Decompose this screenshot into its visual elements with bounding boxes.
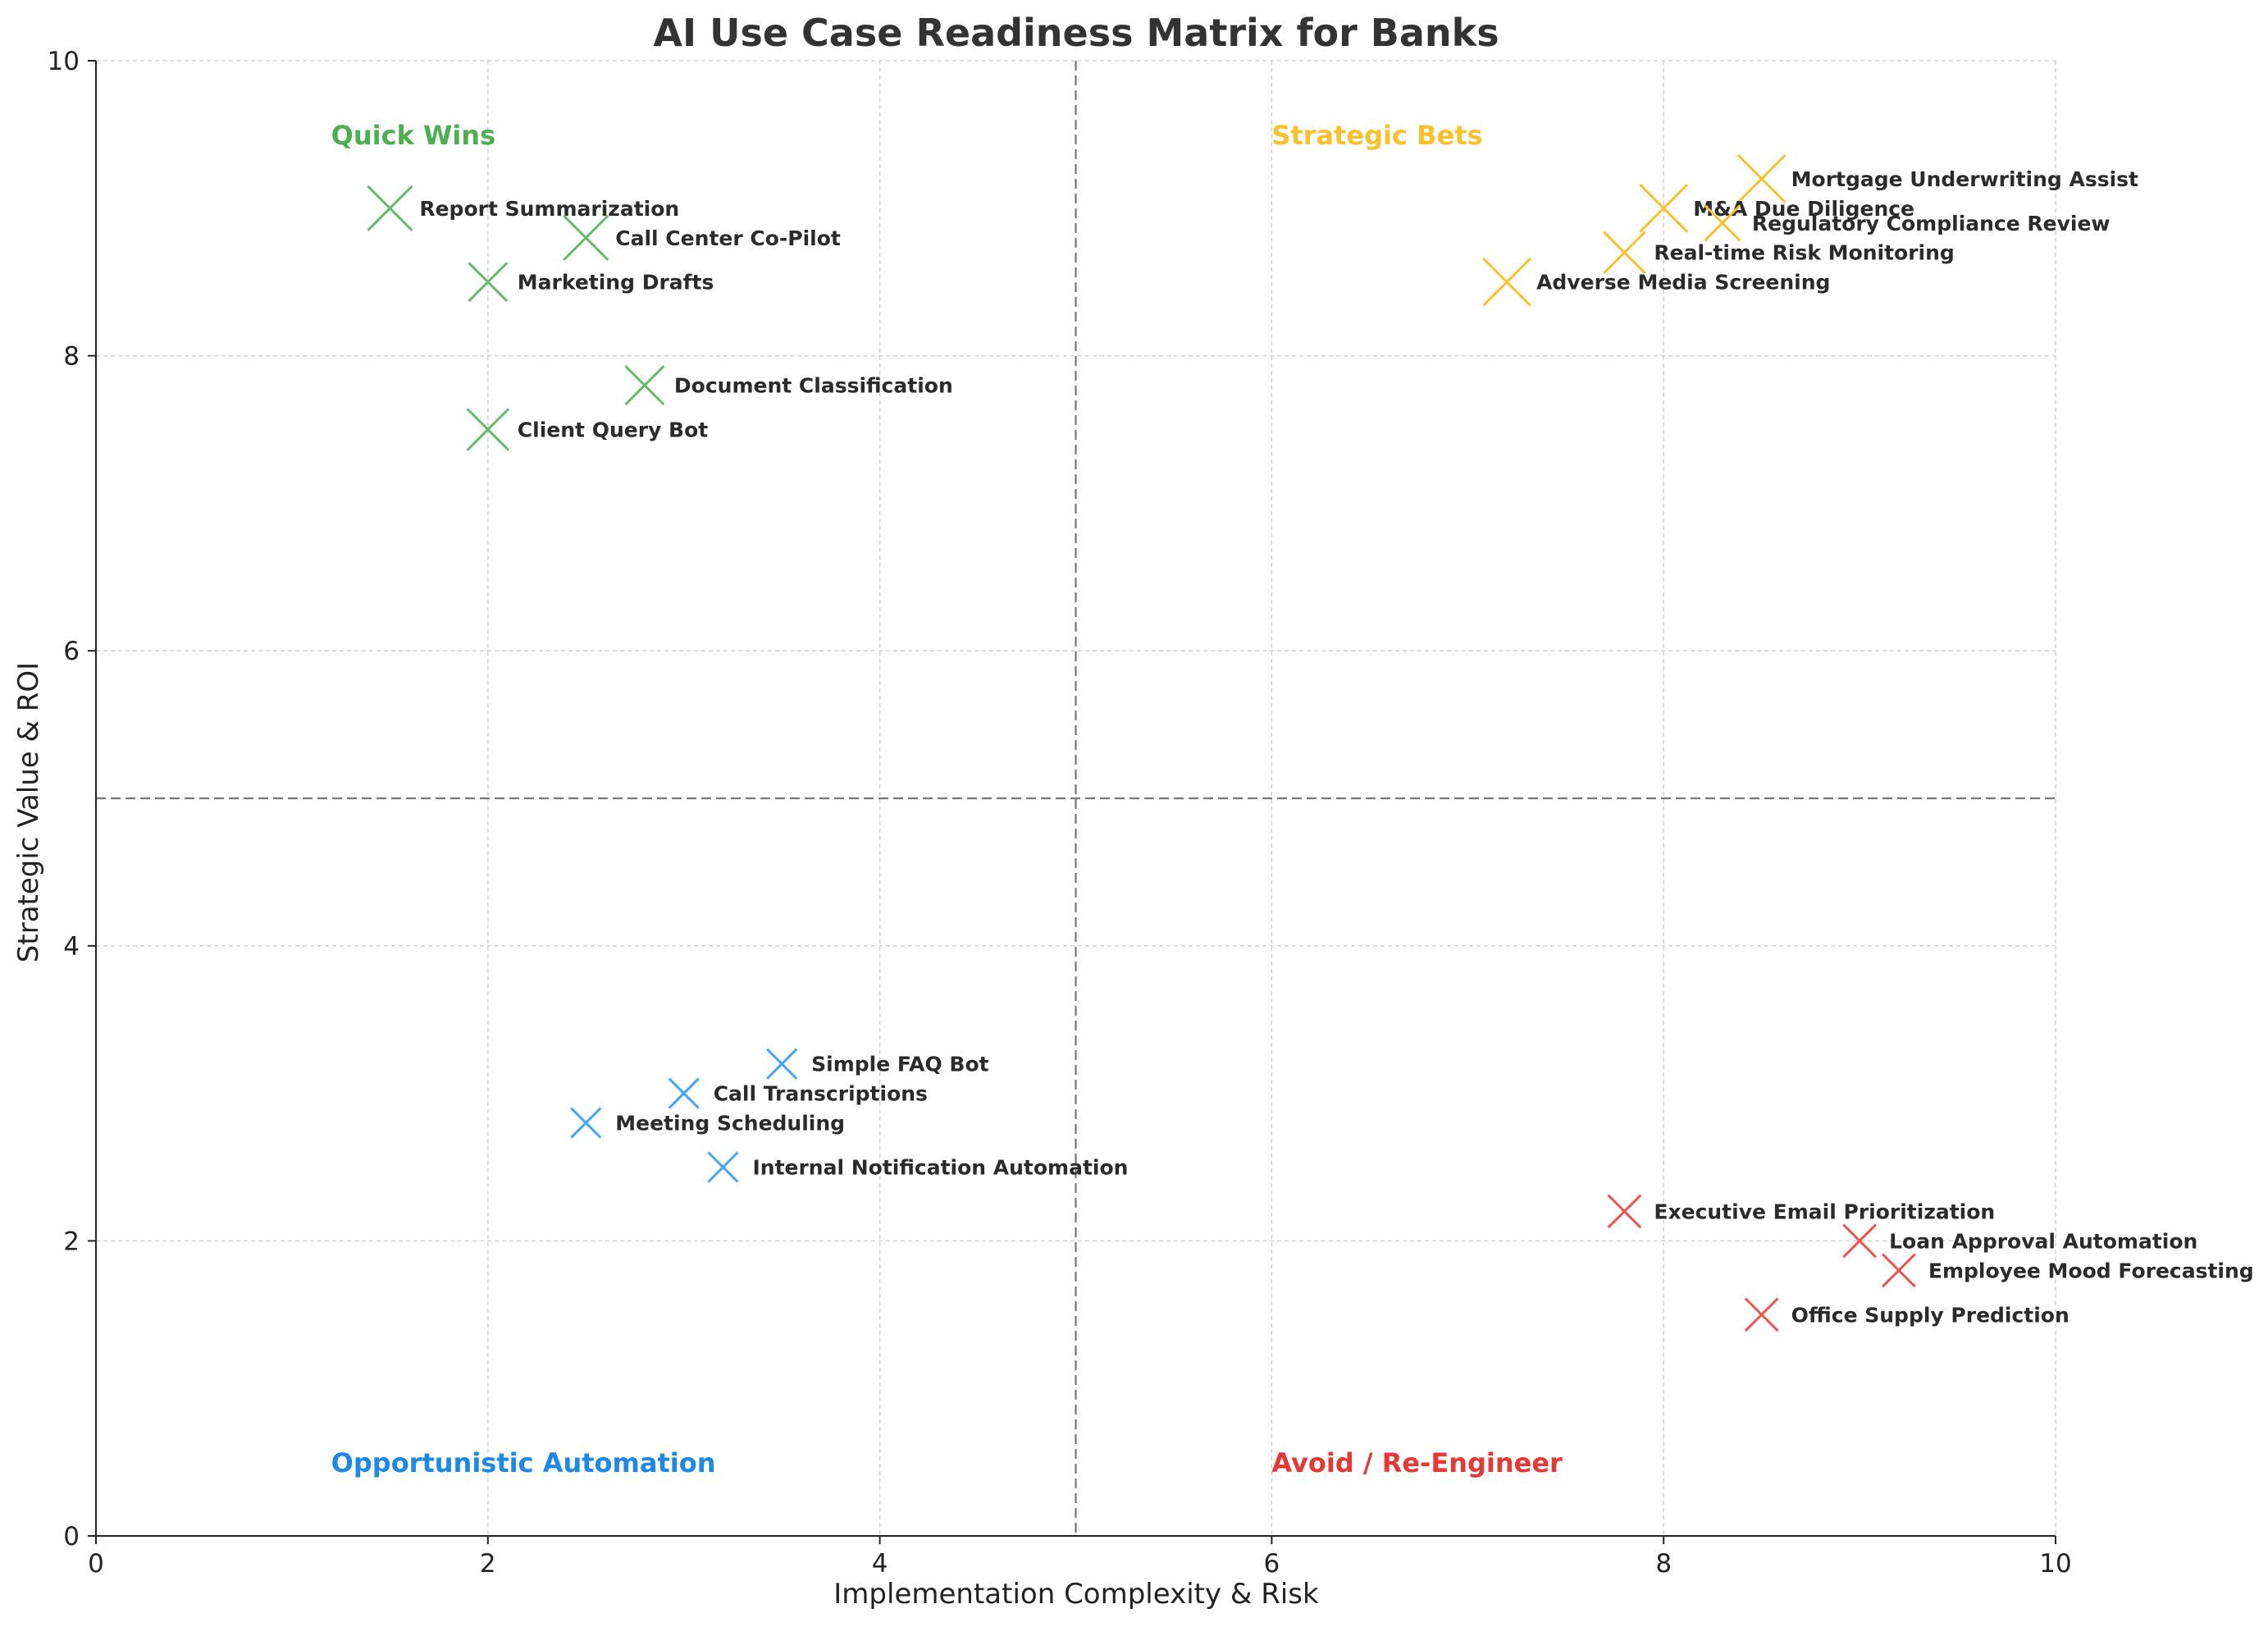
y-tick-label: 0 xyxy=(63,1522,80,1552)
y-axis-label: Strategic Value & ROI xyxy=(12,662,45,962)
point-label: Adverse Media Screening xyxy=(1536,271,1830,295)
x-tick-label: 2 xyxy=(480,1549,496,1579)
point-marker-stroke xyxy=(468,262,509,303)
point-marker-stroke xyxy=(1882,1253,1916,1288)
point-label: Client Query Bot xyxy=(518,418,708,442)
data-point: Internal Notification Automation xyxy=(707,1151,1128,1183)
point-marker-stroke xyxy=(1607,1194,1642,1229)
data-point: Executive Email Prioritization xyxy=(1607,1194,1995,1229)
data-point: Simple FAQ Bot xyxy=(766,1048,989,1080)
point-marker-stroke xyxy=(766,1048,798,1080)
quadrant-label: Avoid / Re-Engineer xyxy=(1271,1447,1563,1478)
point-marker-stroke xyxy=(563,214,609,261)
point-marker-stroke xyxy=(707,1151,739,1183)
quadrant-label: Strategic Bets xyxy=(1271,120,1482,151)
point-marker-stroke xyxy=(367,185,413,231)
quadrant-label: Quick Wins xyxy=(331,120,495,151)
point-marker-stroke xyxy=(1639,183,1689,233)
point-marker-stroke xyxy=(1482,257,1531,307)
y-tick-label: 6 xyxy=(63,637,80,666)
data-point: Call Center Co-Pilot xyxy=(563,214,841,261)
point-label: Office Supply Prediction xyxy=(1791,1303,2069,1327)
point-label: Internal Notification Automation xyxy=(752,1156,1128,1180)
point-label: Regulatory Compliance Review xyxy=(1752,212,2111,235)
point-marker-stroke xyxy=(624,365,665,406)
x-tick-label: 8 xyxy=(1655,1549,1672,1579)
point-marker-stroke xyxy=(1744,1297,1779,1332)
data-point: Call Transcriptions xyxy=(668,1077,928,1109)
chart-title: AI Use Case Readiness Matrix for Banks xyxy=(653,11,1499,55)
point-label: Marketing Drafts xyxy=(518,271,714,295)
quadrant-dividers xyxy=(96,61,2056,1536)
data-point: Marketing Drafts xyxy=(468,262,714,303)
data-points: Report Summarization Call Center Co-Pilot… xyxy=(367,153,2254,1332)
point-label: Mortgage Underwriting Assist xyxy=(1791,167,2138,191)
point-label: Document Classification xyxy=(674,374,953,398)
data-point: Employee Mood Forecasting xyxy=(1882,1253,2254,1288)
point-marker-stroke xyxy=(1603,231,1646,275)
data-point: Client Query Bot xyxy=(466,408,708,451)
data-point: Mortgage Underwriting Assist xyxy=(1736,153,2138,203)
x-tick-label: 10 xyxy=(2039,1549,2071,1579)
point-label: Simple FAQ Bot xyxy=(811,1053,988,1076)
point-marker-stroke xyxy=(570,1107,602,1139)
point-label: Call Transcriptions xyxy=(714,1082,928,1106)
data-point: Document Classification xyxy=(624,365,953,406)
point-label: Meeting Scheduling xyxy=(615,1112,845,1136)
y-tick-label: 8 xyxy=(63,342,80,372)
data-point: Meeting Scheduling xyxy=(570,1107,845,1139)
x-tick-label: 0 xyxy=(88,1549,104,1579)
point-label: Report Summarization xyxy=(419,197,679,221)
data-point: Real-time Risk Monitoring xyxy=(1603,231,1955,275)
data-point: Adverse Media Screening xyxy=(1482,257,1830,307)
point-label: Real-time Risk Monitoring xyxy=(1654,241,1954,265)
data-point: Office Supply Prediction xyxy=(1744,1297,2069,1332)
quadrant-labels: Quick Wins Strategic Bets Opportunistic Au… xyxy=(331,120,1563,1478)
point-marker-stroke xyxy=(668,1077,700,1109)
x-axis-label: Implementation Complexity & Risk xyxy=(833,1578,1319,1611)
y-tick-label: 4 xyxy=(63,932,80,962)
point-label: Executive Email Prioritization xyxy=(1654,1200,1995,1223)
quadrant-label: Opportunistic Automation xyxy=(331,1447,716,1478)
point-label: Employee Mood Forecasting xyxy=(1928,1259,2254,1282)
y-tick-label: 10 xyxy=(48,47,80,76)
point-marker-stroke xyxy=(466,408,510,451)
point-marker-stroke xyxy=(1704,204,1741,242)
x-tick-label: 4 xyxy=(872,1549,888,1579)
data-point: Loan Approval Automation xyxy=(1842,1223,2197,1259)
axes xyxy=(95,61,2056,1537)
point-marker-stroke xyxy=(1842,1223,1877,1259)
x-tick-label: 6 xyxy=(1264,1549,1280,1579)
data-point: Report Summarization xyxy=(367,185,679,231)
point-label: Loan Approval Automation xyxy=(1889,1229,2197,1253)
point-label: Call Center Co-Pilot xyxy=(615,226,841,250)
y-tick-label: 2 xyxy=(63,1227,80,1256)
tick-labels: 0 2 4 6 8 10 0 2 4 6 8 10 xyxy=(48,47,2072,1579)
point-marker-stroke xyxy=(1736,153,1787,203)
data-point: Regulatory Compliance Review xyxy=(1704,204,2111,242)
